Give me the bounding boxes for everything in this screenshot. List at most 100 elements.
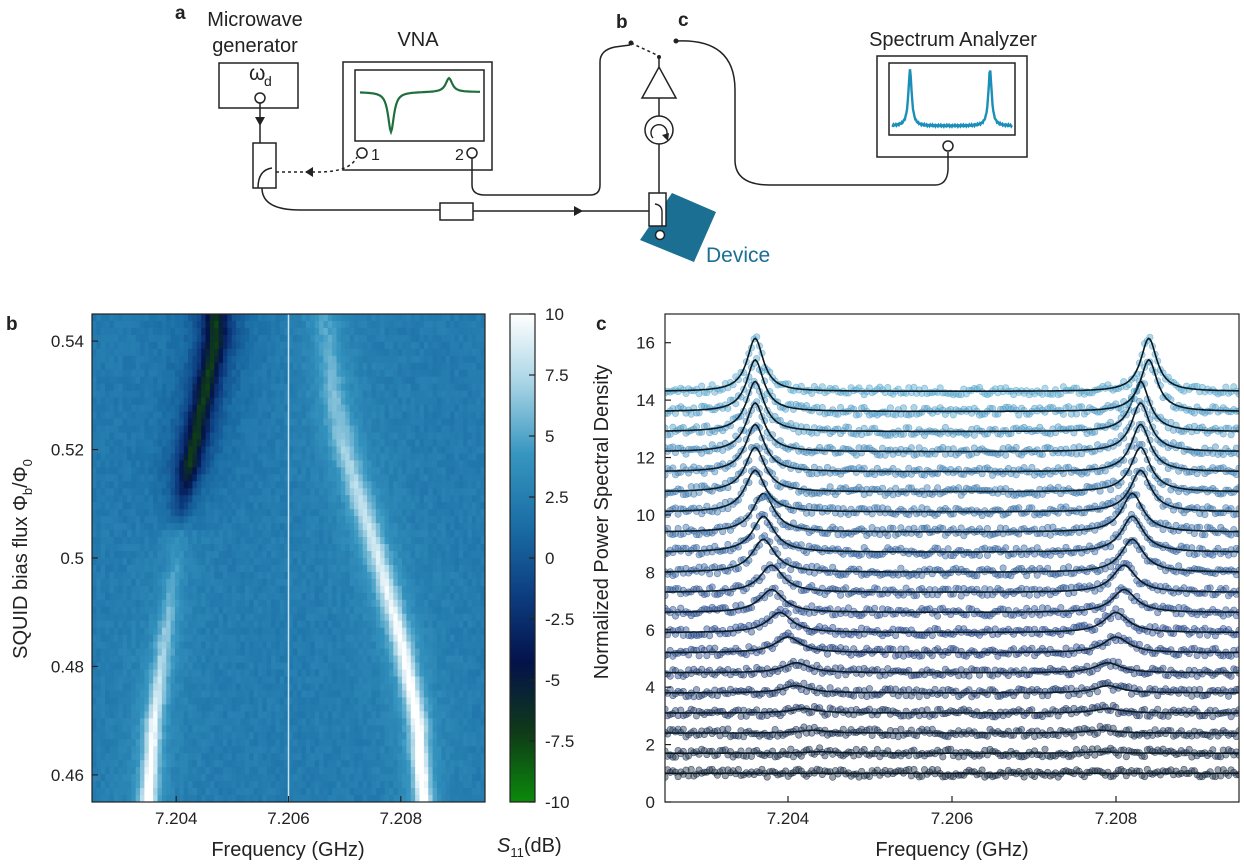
- heatmap-cell: [201, 495, 207, 504]
- heatmap-cell: [271, 481, 276, 490]
- heatmap-cell: [480, 453, 485, 462]
- heatmap-cell: [240, 669, 246, 678]
- heatmap-cell: [349, 516, 355, 524]
- heatmap-cell: [236, 390, 242, 399]
- heatmap-cell: [223, 397, 228, 406]
- heatmap-cell: [336, 669, 342, 678]
- heatmap-cell: [388, 348, 394, 357]
- heatmap-cell: [323, 669, 329, 678]
- heatmap-cell: [362, 376, 368, 385]
- heatmap-cell: [157, 453, 163, 462]
- heatmap-cell: [327, 314, 333, 322]
- heatmap-cell: [371, 558, 377, 566]
- heatmap-cell: [454, 634, 460, 643]
- heatmap-cell: [467, 669, 473, 678]
- heatmap-cell: [223, 376, 228, 385]
- heatmap-cell: [218, 362, 224, 371]
- heatmap-cell: [179, 606, 185, 615]
- heatmap-cell: [126, 439, 132, 448]
- heatmap-cell: [170, 690, 176, 699]
- heatmap-cell: [384, 369, 390, 378]
- heatmap-cell: [262, 502, 268, 510]
- heatmap-cell: [153, 509, 159, 517]
- heatmap-cell: [262, 669, 268, 678]
- heatmap-cell: [223, 383, 228, 392]
- heatmap-cell: [126, 544, 132, 552]
- heatmap-cell: [384, 627, 390, 636]
- heatmap-cell: [244, 453, 250, 462]
- heatmap-cell: [458, 592, 464, 601]
- heatmap-cell: [192, 516, 198, 524]
- heatmap-cell: [450, 564, 456, 573]
- heatmap-cell: [231, 509, 237, 517]
- heatmap-cell: [126, 683, 132, 692]
- heatmap-cell: [240, 334, 246, 343]
- heatmap-cell: [384, 592, 390, 601]
- heatmap-cell: [314, 397, 320, 406]
- heatmap-cell: [92, 425, 97, 434]
- heatmap-cell: [345, 446, 351, 455]
- heatmap-cell: [196, 571, 202, 580]
- heatmap-cell: [105, 648, 111, 657]
- heatmap-cell: [148, 669, 154, 678]
- heatmap-cell: [214, 613, 220, 622]
- heatmap-cell: [450, 551, 456, 559]
- heatmap-cell: [402, 571, 407, 580]
- heatmap-cell: [244, 341, 250, 350]
- heatmap-cell: [253, 404, 259, 413]
- heatmap-cell: [105, 362, 111, 371]
- heatmap-cell: [314, 516, 320, 524]
- heatmap-cell: [144, 446, 150, 455]
- heatmap-cell: [253, 418, 259, 427]
- heatmap-cell: [476, 439, 482, 448]
- heatmap-cell: [214, 676, 220, 685]
- heatmap-cell: [397, 544, 403, 552]
- heatmap-cell: [305, 362, 311, 371]
- heatmap-cell: [327, 537, 333, 545]
- heatmap-cell: [319, 320, 325, 329]
- heatmap-cell: [367, 355, 373, 364]
- heatmap-cell: [284, 530, 290, 538]
- heatmap-cell: [463, 516, 469, 524]
- heatmap-cell: [279, 620, 285, 629]
- heatmap-cell: [388, 641, 394, 650]
- heatmap-cell: [153, 390, 159, 399]
- heatmap-cell: [157, 334, 163, 343]
- heatmap-cell: [170, 648, 176, 657]
- heatmap-cell: [349, 488, 355, 497]
- heatmap-cell: [126, 404, 132, 413]
- heatmap-cell: [144, 481, 150, 490]
- heatmap-cell: [148, 537, 154, 545]
- heatmap-cell: [105, 404, 111, 413]
- heatmap-cell: [410, 320, 416, 329]
- heatmap-cell: [96, 523, 102, 531]
- heatmap-cell: [257, 537, 263, 545]
- heatmap-cell: [113, 509, 119, 517]
- heatmap-cell: [336, 683, 342, 692]
- heatmap-cell: [450, 348, 456, 357]
- heatmap-cell: [214, 467, 220, 476]
- heatmap-cell: [297, 327, 303, 336]
- heatmap-cell: [262, 446, 268, 455]
- heatmap-cell: [140, 341, 145, 350]
- heatmap-cell: [375, 544, 381, 552]
- heatmap-cell: [122, 418, 128, 427]
- heatmap-cell: [349, 411, 355, 420]
- heatmap-cell: [367, 341, 373, 350]
- heatmap-cell: [450, 544, 456, 552]
- heatmap-cell: [170, 460, 176, 469]
- heatmap-cell: [275, 453, 281, 462]
- heatmap-cell: [140, 362, 145, 371]
- heatmap-cell: [201, 571, 207, 580]
- heatmap-cell: [113, 537, 119, 545]
- heatmap-cell: [223, 327, 228, 336]
- heatmap-cell: [144, 544, 150, 552]
- heatmap-cell: [397, 495, 403, 504]
- heatmap-cell: [205, 467, 211, 476]
- heatmap-cell: [113, 488, 119, 497]
- heatmap-cell: [279, 390, 285, 399]
- heatmap-cell: [131, 606, 137, 615]
- heatmap-cell: [332, 592, 338, 601]
- heatmap-cell: [166, 327, 172, 336]
- heatmap-cell: [428, 474, 434, 483]
